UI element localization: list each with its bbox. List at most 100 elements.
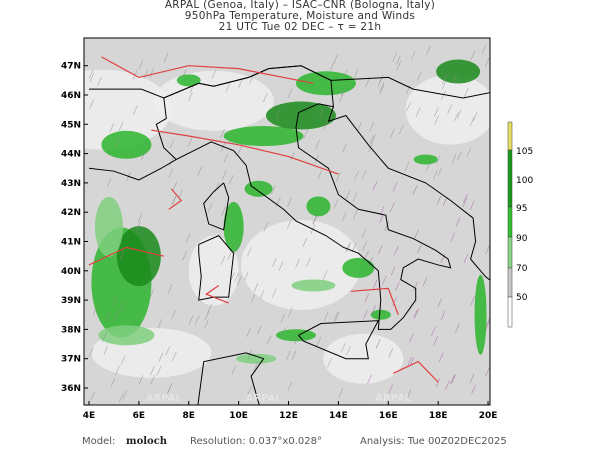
wind-barb xyxy=(390,266,396,276)
temperature-contour xyxy=(350,287,399,315)
wind-barb xyxy=(119,301,124,311)
wind-barb xyxy=(171,195,177,206)
wind-barb xyxy=(178,189,184,199)
wind-barb xyxy=(312,214,317,224)
wind-barb xyxy=(220,255,226,266)
wind-barb xyxy=(455,217,461,227)
lat-label: 39N xyxy=(61,296,81,306)
wind-barb xyxy=(280,313,286,324)
wind-barb xyxy=(157,318,163,329)
moisture-patch xyxy=(98,325,155,346)
wind-barb xyxy=(342,69,348,79)
wind-barb xyxy=(469,200,475,211)
wind-barb xyxy=(362,240,368,251)
wind-barb xyxy=(221,170,227,180)
coastline-africa xyxy=(197,352,265,405)
coastline-france xyxy=(88,159,177,181)
wind-barb xyxy=(433,170,438,180)
wind-barb xyxy=(392,296,397,306)
coastline-corsica xyxy=(203,182,230,231)
coastline-balkans xyxy=(327,106,490,281)
wind-barb xyxy=(368,257,373,267)
dry-area xyxy=(240,219,361,310)
lon-label: 6E xyxy=(133,411,145,421)
wind-barb xyxy=(149,68,155,78)
wind-barb xyxy=(106,177,112,188)
wind-barb xyxy=(291,350,297,360)
wind-barb xyxy=(413,281,418,291)
wind-barb xyxy=(286,350,291,360)
wind-barb xyxy=(352,192,358,202)
colorbar-segment xyxy=(507,121,513,151)
dry-area xyxy=(153,70,274,131)
moisture-patch xyxy=(295,71,356,96)
wind-barb xyxy=(342,143,347,153)
wind-barb xyxy=(393,245,399,256)
wind-barb xyxy=(237,79,243,89)
wind-barb xyxy=(103,345,109,355)
wind-barb xyxy=(457,151,462,161)
wind-barb xyxy=(150,366,155,376)
wind-barb xyxy=(119,392,124,403)
wind-barb xyxy=(361,169,367,180)
dry-area xyxy=(84,69,172,150)
colorbar-label: 95 xyxy=(516,204,527,214)
moisture-patch xyxy=(94,196,123,257)
wind-barb xyxy=(371,134,376,144)
wind-barb xyxy=(441,80,447,90)
wind-barb xyxy=(110,377,116,388)
wind-barb xyxy=(378,74,384,84)
arpal-watermark: ARPAL xyxy=(246,393,283,404)
wind-barb xyxy=(398,124,404,135)
wind-barb xyxy=(396,60,402,71)
wind-barb xyxy=(463,193,468,203)
wind-barb xyxy=(119,250,125,260)
wind-barb xyxy=(390,128,395,138)
wind-barb xyxy=(354,171,359,181)
temperature-contour xyxy=(151,129,339,175)
wind-barb xyxy=(406,389,412,399)
wind-barb xyxy=(113,312,118,322)
wind-barb xyxy=(231,365,237,375)
wind-barb xyxy=(470,296,475,306)
wind-barb xyxy=(450,232,456,242)
wind-barb xyxy=(372,279,378,289)
wind-barb xyxy=(140,151,146,161)
colorbar-segment xyxy=(507,206,513,238)
wind-barb xyxy=(89,99,94,109)
wind-barb xyxy=(395,281,400,291)
wind-barb xyxy=(323,312,329,322)
temperature-contour xyxy=(88,246,164,266)
wind-barb xyxy=(333,54,339,64)
wind-barb xyxy=(288,307,293,317)
wind-barb xyxy=(169,139,175,149)
wind-barb xyxy=(452,74,458,84)
wind-barb xyxy=(406,102,411,112)
lat-label: 36N xyxy=(61,384,81,394)
wind-barb xyxy=(302,237,308,248)
wind-barb xyxy=(414,308,420,318)
wind-barb xyxy=(244,271,249,281)
lon-label: 16E xyxy=(379,411,398,421)
temperature-contour xyxy=(393,360,439,383)
wind-barb xyxy=(278,261,284,271)
wind-barb xyxy=(338,93,344,103)
moisture-patch xyxy=(276,329,317,342)
wind-barb xyxy=(471,384,476,394)
wind-barb xyxy=(182,68,187,78)
wind-barb xyxy=(90,391,95,401)
model-label: Model: xyxy=(82,436,116,447)
wind-barb xyxy=(388,384,393,394)
wind-barb xyxy=(263,222,269,232)
moisture-patch xyxy=(223,201,244,252)
wind-barb xyxy=(109,122,115,133)
wind-barb xyxy=(436,195,442,205)
wind-barb xyxy=(464,87,469,97)
wind-barb xyxy=(414,229,419,239)
wind-barb xyxy=(435,155,441,165)
wind-barb xyxy=(118,121,124,132)
wind-barb xyxy=(451,374,456,384)
wind-barb xyxy=(405,84,411,95)
wind-barb xyxy=(437,298,442,308)
wind-barb xyxy=(187,137,193,147)
